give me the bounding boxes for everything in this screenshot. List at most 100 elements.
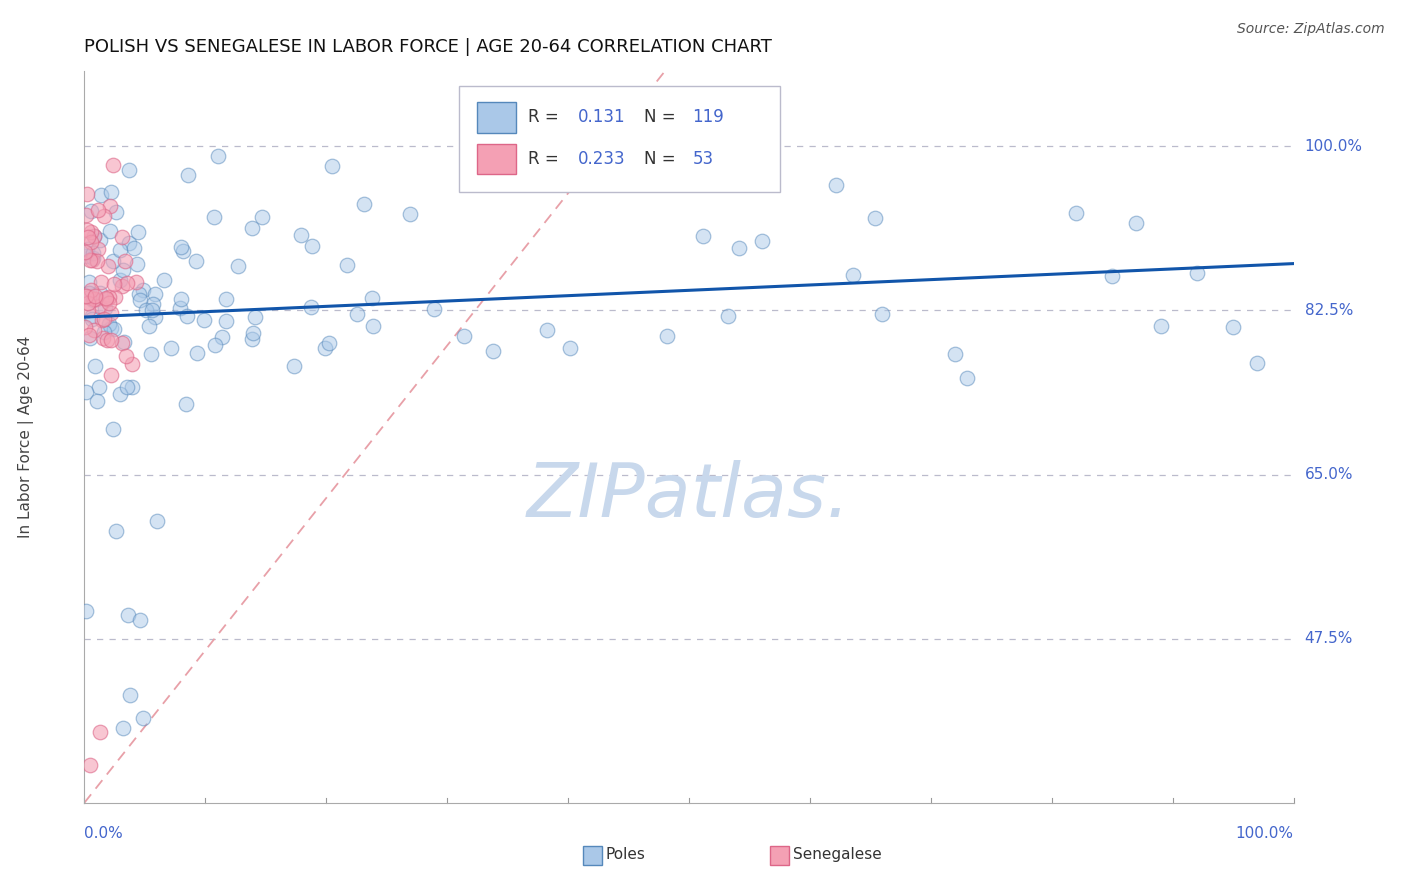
Point [93, 325, 115, 339]
Point [242, 326, 264, 340]
Text: 65.0%: 65.0% [1305, 467, 1353, 482]
FancyBboxPatch shape [460, 86, 780, 192]
Point [101, 253, 124, 268]
Point [1101, 269, 1123, 284]
Point [84, 292, 107, 306]
Point [283, 359, 305, 373]
Point [80, 204, 103, 219]
Point [100, 306, 122, 320]
Point [93, 209, 115, 223]
Point [76, 187, 98, 202]
Point [83, 359, 105, 374]
Point [299, 300, 322, 314]
Point [482, 344, 505, 359]
Point [121, 357, 143, 371]
Point [87, 242, 110, 256]
Point [111, 263, 134, 277]
Point [104, 524, 127, 538]
Point [111, 721, 134, 735]
Point [138, 319, 160, 334]
Point [111, 279, 134, 293]
Point [399, 207, 422, 221]
Point [94, 301, 117, 316]
Point [89, 380, 111, 394]
Point [90, 275, 112, 289]
Point [692, 229, 714, 244]
Point [75, 208, 97, 222]
Point [97, 259, 120, 273]
Point [86, 253, 108, 268]
Text: 0.233: 0.233 [578, 150, 626, 168]
Point [98, 199, 121, 213]
Text: 53: 53 [693, 150, 714, 168]
Point [145, 515, 167, 529]
Point [83, 228, 105, 243]
Point [1064, 205, 1087, 219]
Text: 47.5%: 47.5% [1305, 632, 1353, 646]
Point [82, 311, 104, 326]
Point [84, 289, 107, 303]
Point [1246, 356, 1268, 370]
Point [77, 302, 100, 317]
Point [90, 188, 112, 202]
Text: N =: N = [644, 109, 681, 127]
Point [76, 223, 98, 237]
Point [226, 259, 249, 273]
Point [111, 230, 134, 244]
Point [336, 258, 359, 272]
Point [363, 318, 385, 333]
Text: Senegalese: Senegalese [793, 847, 882, 862]
Point [141, 296, 163, 310]
Point [80, 252, 103, 267]
Point [82, 246, 104, 260]
Point [174, 397, 197, 411]
Point [135, 303, 157, 318]
Point [89, 725, 111, 739]
Point [114, 253, 136, 268]
Point [943, 347, 966, 361]
Point [211, 330, 233, 344]
Point [75, 385, 97, 400]
Point [118, 688, 141, 702]
Point [214, 292, 236, 306]
Point [115, 277, 138, 291]
Point [131, 711, 153, 725]
Point [536, 323, 558, 337]
Text: R =: R = [529, 150, 564, 168]
Point [80, 283, 103, 297]
Point [76, 242, 98, 256]
Point [101, 422, 124, 436]
Text: N =: N = [644, 150, 681, 168]
Point [240, 332, 263, 346]
Point [125, 257, 148, 271]
Text: POLISH VS SENEGALESE IN LABOR FORCE | AGE 20-64 CORRELATION CHART: POLISH VS SENEGALESE IN LABOR FORCE | AG… [84, 38, 772, 56]
Text: 100.0%: 100.0% [1305, 139, 1362, 154]
Point [717, 309, 740, 323]
Point [96, 333, 118, 347]
Point [128, 613, 150, 627]
Point [80, 225, 103, 239]
Point [122, 241, 145, 255]
Point [301, 239, 323, 253]
Text: Poles: Poles [606, 847, 645, 862]
Point [117, 608, 139, 623]
Point [1185, 266, 1208, 280]
Point [79, 331, 101, 345]
Text: ZIPatlas.: ZIPatlas. [527, 459, 851, 532]
Point [139, 347, 162, 361]
Point [77, 290, 100, 304]
Point [77, 285, 100, 300]
Point [215, 314, 238, 328]
Point [91, 331, 114, 345]
Point [657, 329, 679, 343]
Point [1125, 216, 1147, 230]
Point [127, 225, 149, 239]
Point [82, 310, 104, 324]
Text: 0.0%: 0.0% [84, 826, 124, 841]
Point [243, 310, 266, 324]
FancyBboxPatch shape [478, 102, 516, 133]
Point [422, 302, 444, 317]
Point [89, 285, 111, 300]
Point [89, 299, 111, 313]
Point [825, 178, 848, 192]
